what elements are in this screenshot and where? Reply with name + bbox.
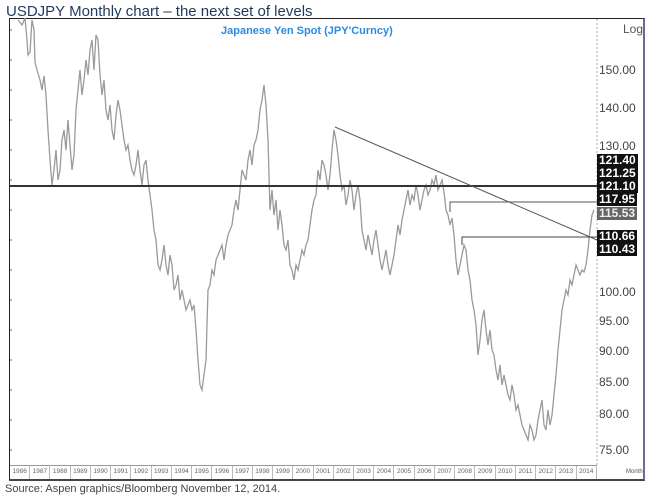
x-tick: 1986 [10,466,31,479]
x-tick: 1994 [172,466,193,479]
level-label: 110.43 [597,242,638,256]
x-tick: 1989 [71,466,91,479]
level-lines [10,126,598,245]
y-tick: 140.00 [599,101,636,115]
y-tick: 90.00 [599,344,630,358]
period-label: Month [626,469,643,475]
x-tick: 2010 [496,466,516,479]
level-label: 117.95 [597,192,638,206]
x-tick: 1988 [50,466,71,479]
x-tick: 1987 [30,466,51,479]
x-tick: 2009 [475,466,496,479]
x-tick: 2008 [455,466,476,479]
x-tick: 1990 [91,466,112,479]
y-tick: 75.00 [599,443,630,457]
y-tick: 95.00 [599,314,630,328]
y-tick: 150.00 [599,63,636,77]
y-tick: 100.00 [599,285,636,299]
x-tick: 2001 [314,466,334,479]
level-line-110-66 [461,236,597,245]
left-axis-ticks [10,29,12,451]
level-label: 121.25 [597,166,638,180]
x-axis: 1986 1987 1988 1989 1990 1991 1992 1993 … [10,465,597,479]
level-label: 110.66 [597,229,638,243]
x-tick: 1999 [273,466,294,479]
x-tick: 2012 [536,466,557,479]
x-tick: 2014 [577,466,597,479]
x-tick: 2011 [516,466,537,479]
x-tick: 2002 [334,466,354,479]
x-tick: 2000 [293,466,314,479]
y-tick: 85.00 [599,375,630,389]
x-tick: 2013 [556,466,577,479]
x-tick: 1997 [233,466,253,479]
x-tick: 1993 [152,466,172,479]
y-tick: 80.00 [599,407,630,421]
y-tick: 130.00 [599,139,636,153]
chart-subtitle: Japanese Yen Spot (JPY'Curncy) [221,25,393,37]
trendline-110-43 [334,126,598,241]
x-tick: 1991 [111,466,132,479]
level-line-117-95 [449,201,597,212]
x-tick: 2007 [435,466,456,479]
price-bars [17,17,595,443]
x-tick: 1996 [212,466,233,479]
x-tick: 1995 [192,466,213,479]
x-tick: 2006 [415,466,435,479]
level-label: 121.40 [597,153,638,167]
x-tick: 2005 [394,466,415,479]
page-title: USDJPY Monthly chart – the next set of l… [6,3,313,20]
level-label: 121.10 [597,179,638,193]
scale-label: Log [623,22,644,36]
chart-frame [9,18,645,481]
x-tick: 1998 [253,466,274,479]
current-price-label: 115.53 [597,206,638,220]
source-note: Source: Aspen graphics/Bloomberg Novembe… [5,483,281,495]
x-tick: 1992 [131,466,152,479]
x-tick: 2003 [354,466,375,479]
x-tick: 2004 [374,466,395,479]
